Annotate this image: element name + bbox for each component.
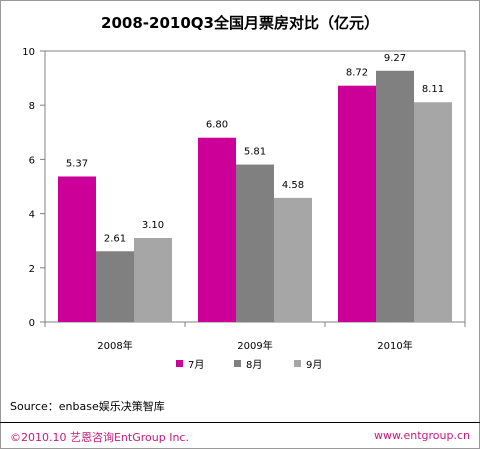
website-text: www.entgroup.cn: [374, 429, 470, 442]
bar-8月-2009年: [236, 164, 274, 322]
copyright-text: ©2010.10 艺恩咨询EntGroup Inc.: [10, 431, 189, 444]
y-tick-label: 0: [29, 318, 35, 329]
footer-divider: [0, 422, 480, 423]
x-category-label: 2009年: [237, 339, 272, 352]
chart-title: 2008-2010Q3全国月票房对比（亿元）: [101, 14, 379, 32]
y-tick-label: 10: [22, 47, 35, 58]
legend-label: 7月: [188, 359, 204, 371]
y-tick-label: 2: [29, 264, 35, 275]
legend-swatch-7月: [176, 360, 183, 367]
x-category-label: 2010年: [377, 339, 412, 352]
bar-value-label: 8.72: [346, 68, 368, 79]
source-note: Source：enbase娱乐决策智库: [10, 400, 165, 413]
x-category-label: 2008年: [97, 339, 132, 352]
legend-swatch-8月: [234, 360, 241, 367]
bar-value-label: 9.27: [384, 53, 406, 64]
bar-7月-2009年: [198, 137, 236, 322]
bar-9月-2010年: [414, 102, 452, 323]
bar-9月-2008年: [134, 237, 172, 322]
bar-value-label: 5.37: [66, 158, 88, 169]
legend-swatch-9月: [294, 360, 301, 367]
legend-label: 8月: [246, 359, 262, 371]
bar-value-label: 8.11: [422, 84, 444, 95]
bar-value-label: 6.80: [206, 120, 228, 131]
bar-value-label: 5.81: [244, 147, 266, 158]
bar-7月-2008年: [58, 176, 96, 322]
bar-7月-2010年: [338, 85, 376, 322]
bar-value-label: 4.58: [282, 180, 304, 191]
bar-8月-2010年: [376, 70, 414, 323]
bar-value-label: 3.10: [142, 220, 164, 231]
y-tick-label: 4: [29, 210, 35, 221]
y-tick-label: 8: [29, 101, 35, 112]
bar-8月-2008年: [96, 251, 134, 322]
legend-label: 9月: [306, 359, 322, 371]
bar-9月-2009年: [274, 197, 312, 322]
bar-value-label: 2.61: [104, 233, 126, 244]
y-tick-label: 6: [29, 155, 35, 166]
